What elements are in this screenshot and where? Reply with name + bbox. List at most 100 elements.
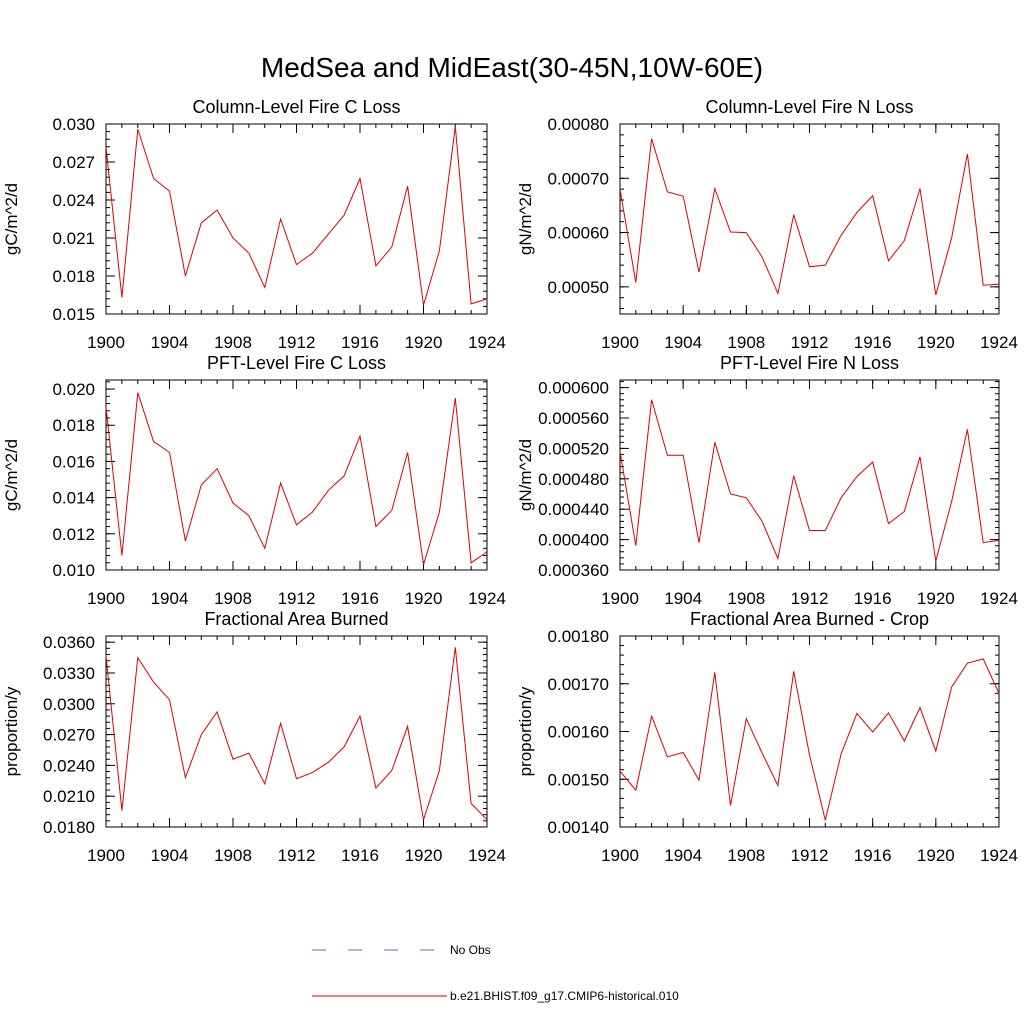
figure-title: MedSea and MidEast(30-45N,10W-60E): [261, 52, 763, 83]
y-axis-label: gC/m^2/d: [2, 439, 21, 511]
y-tick-label: 0.0360: [43, 633, 95, 652]
y-tick-label: 0.020: [52, 380, 95, 399]
panel-6: Fractional Area Burned - Crop proportion/…: [516, 609, 1018, 865]
x-tick-label: 1916: [341, 589, 379, 608]
panel-title: PFT-Level Fire N Loss: [720, 353, 899, 373]
x-tick-label: 1908: [214, 589, 252, 608]
x-tick-label: 1900: [601, 846, 639, 865]
plot-frame: [619, 123, 1000, 315]
y-tick-label: 0.0270: [43, 726, 95, 745]
panels: Column-Level Fire C Loss gC/m^2/d 1900 1904…: [2, 97, 1018, 865]
x-tick-label: 1912: [791, 333, 829, 352]
y-tick-label: 0.000440: [538, 500, 609, 519]
y-tick-label: 0.0330: [43, 664, 95, 683]
x-tick-label: 1900: [87, 333, 125, 352]
y-tick-label: 0.00060: [548, 224, 609, 243]
y-tick-label: 0.0240: [43, 756, 95, 775]
y-tick-label: 0.000400: [538, 531, 609, 550]
x-tick-label: 1904: [151, 846, 189, 865]
x-tick-label: 1904: [151, 333, 189, 352]
y-tick-label: 0.000480: [538, 470, 609, 489]
y-tick-label: 0.024: [52, 191, 95, 210]
panel-title: Column-Level Fire C Loss: [192, 97, 400, 117]
y-tick-label: 0.00070: [548, 169, 609, 188]
y-tick-label: 0.030: [52, 115, 95, 134]
y-tick-label: 0.000520: [538, 439, 609, 458]
y-tick-label: 0.0180: [43, 818, 95, 837]
y-tick-label: 0.027: [52, 153, 95, 172]
panel-5: Fractional Area Burned proportion/y 1900 19…: [2, 609, 506, 865]
y-tick-label: 0.016: [52, 452, 95, 471]
x-tick-label: 1920: [917, 846, 955, 865]
x-tick-label: 1920: [917, 589, 955, 608]
plot-frame: [105, 635, 488, 828]
y-tick-label: 0.00080: [548, 115, 609, 134]
x-tick-label: 1904: [151, 589, 189, 608]
y-tick-label: 0.000360: [538, 561, 609, 580]
x-tick-label: 1904: [664, 846, 702, 865]
y-tick-label: 0.00180: [548, 627, 609, 646]
y-tick-label: 0.000600: [538, 379, 609, 398]
y-tick-label: 0.010: [52, 561, 95, 580]
y-tick-label: 0.015: [52, 305, 95, 324]
y-tick-label: 0.00140: [548, 818, 609, 837]
y-axis-label: gN/m^2/d: [516, 183, 535, 255]
x-tick-label: 1900: [87, 846, 125, 865]
x-tick-label: 1924: [980, 333, 1018, 352]
legend-label-model: b.e21.BHIST.f09_g17.CMIP6-historical.010: [450, 989, 679, 1003]
x-tick-label: 1924: [468, 589, 506, 608]
x-tick-label: 1920: [917, 333, 955, 352]
x-tick-label: 1912: [791, 589, 829, 608]
x-tick-label: 1924: [468, 846, 506, 865]
x-tick-label: 1916: [854, 846, 892, 865]
x-tick-label: 1916: [854, 333, 892, 352]
y-tick-label: 0.0210: [43, 787, 95, 806]
y-axis-label: proportion/y: [2, 686, 21, 776]
x-tick-label: 1920: [405, 846, 443, 865]
panel-3: PFT-Level Fire C Loss gC/m^2/d 1900 1904 190…: [2, 353, 506, 608]
y-tick-label: 0.012: [52, 525, 95, 544]
series-line: [105, 647, 488, 821]
x-tick-label: 1908: [214, 846, 252, 865]
x-tick-label: 1908: [727, 333, 765, 352]
y-tick-label: 0.018: [52, 267, 95, 286]
series-line: [619, 658, 1000, 821]
x-tick-label: 1912: [791, 846, 829, 865]
x-tick-label: 1900: [601, 589, 639, 608]
panel-title: Fractional Area Burned: [204, 609, 388, 629]
panel-title: Column-Level Fire N Loss: [705, 97, 913, 117]
y-axis-label: gC/m^2/d: [2, 183, 21, 255]
x-tick-label: 1912: [278, 846, 316, 865]
y-tick-label: 0.000560: [538, 409, 609, 428]
x-tick-label: 1924: [980, 846, 1018, 865]
x-tick-label: 1916: [341, 333, 379, 352]
series-line: [619, 399, 1000, 562]
y-tick-label: 0.018: [52, 416, 95, 435]
plot-frame: [619, 635, 1000, 828]
x-tick-label: 1900: [87, 589, 125, 608]
x-tick-label: 1920: [405, 333, 443, 352]
x-tick-label: 1908: [727, 846, 765, 865]
y-tick-label: 0.00050: [548, 278, 609, 297]
panel-2: Column-Level Fire N Loss gN/m^2/d 1900 1904…: [516, 97, 1018, 352]
y-tick-label: 0.00160: [548, 723, 609, 742]
panel-1: Column-Level Fire C Loss gC/m^2/d 1900 1904…: [2, 97, 506, 352]
series-line: [105, 392, 488, 565]
x-tick-label: 1924: [468, 333, 506, 352]
x-tick-label: 1908: [214, 333, 252, 352]
y-axis-label: gN/m^2/d: [516, 439, 535, 511]
series-line: [105, 126, 488, 306]
plot-frame: [105, 123, 488, 315]
plot-frame: [619, 379, 1000, 571]
x-tick-label: 1912: [278, 589, 316, 608]
x-tick-label: 1912: [278, 333, 316, 352]
x-tick-label: 1900: [601, 333, 639, 352]
y-tick-label: 0.014: [52, 489, 95, 508]
y-axis-label: proportion/y: [516, 686, 535, 776]
x-tick-label: 1916: [341, 846, 379, 865]
series-line: [619, 138, 1000, 296]
x-tick-label: 1904: [664, 589, 702, 608]
y-tick-label: 0.00170: [548, 675, 609, 694]
y-tick-label: 0.00150: [548, 770, 609, 789]
